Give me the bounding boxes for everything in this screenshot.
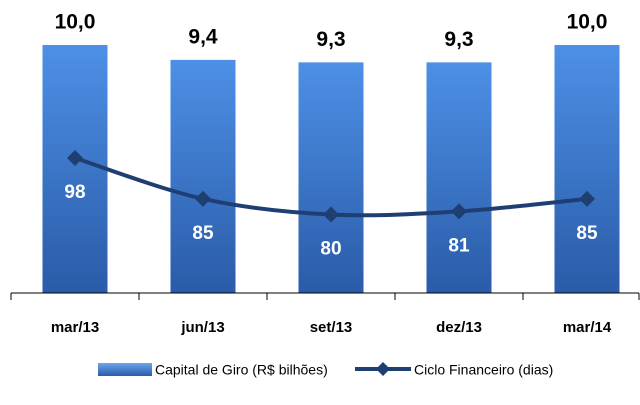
x-tick-label: mar/13	[51, 319, 99, 336]
line-value-label: 98	[64, 182, 85, 203]
x-tick-label: set/13	[310, 319, 353, 336]
legend-label: Ciclo Financeiro (dias)	[414, 362, 553, 378]
legend: Capital de Giro (R$ bilhões) Ciclo Finan…	[98, 362, 553, 378]
bar-value-label: 10,0	[567, 11, 608, 34]
legend-swatch-bar	[98, 363, 152, 376]
line-value-label: 81	[448, 235, 470, 256]
legend-swatch-marker	[376, 362, 390, 376]
bar	[298, 62, 364, 293]
bar-value-label: 9,3	[444, 28, 473, 51]
bar	[42, 45, 108, 293]
legend-label: Capital de Giro (R$ bilhões)	[155, 362, 328, 378]
x-ticks	[10, 293, 640, 300]
bar	[554, 45, 620, 293]
x-tick-label: jun/13	[180, 319, 224, 336]
bar-value-label: 9,4	[188, 25, 218, 48]
marker	[67, 150, 83, 167]
marker	[195, 190, 211, 207]
bar	[426, 62, 492, 293]
marker	[579, 190, 595, 207]
marker	[323, 206, 339, 223]
labels: mar/13 jun/13 set/13 dez/13 mar/14 10,0 9,4 9,3…	[51, 11, 612, 336]
line-series	[67, 150, 595, 223]
bar-value-label: 9,3	[316, 28, 345, 51]
line-value-label: 80	[320, 239, 341, 260]
x-tick-label: dez/13	[436, 319, 482, 336]
x-tick-label: mar/14	[563, 319, 612, 336]
bars	[42, 45, 620, 293]
line-value-label: 85	[576, 223, 598, 244]
marker	[451, 203, 467, 220]
bar-value-label: 10,0	[55, 11, 96, 34]
line-value-label: 85	[192, 223, 214, 244]
bar	[170, 59, 236, 293]
